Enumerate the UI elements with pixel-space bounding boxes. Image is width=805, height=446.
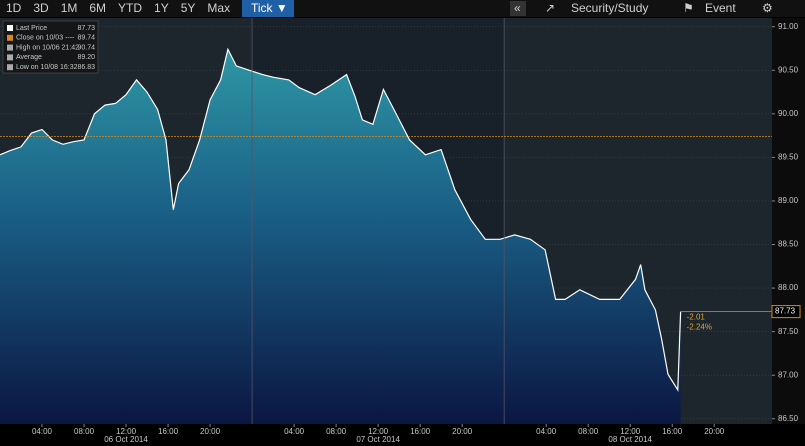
y-tick-label: 89.00	[778, 196, 799, 205]
legend-bg	[2, 20, 99, 74]
legend-name: Average	[16, 54, 42, 61]
period-button[interactable]: 5Y	[181, 1, 196, 15]
event[interactable]: Event	[705, 1, 736, 15]
settings[interactable]: ⚙	[762, 1, 773, 15]
legend-icon	[7, 34, 13, 41]
x-tick-label: 04:00	[32, 427, 53, 436]
last-box	[771, 305, 801, 319]
legend-icon	[7, 25, 13, 31]
axis-bg	[772, 18, 805, 424]
event-icon[interactable]: ⚑	[683, 1, 694, 15]
period-button[interactable]: Max	[207, 1, 230, 15]
study-icon[interactable]: ↗	[545, 1, 555, 15]
x-tick-label: 20:00	[704, 427, 725, 436]
last-label: 87.73	[775, 307, 796, 316]
legend-value: 89.74	[77, 35, 95, 42]
x-tick-label: 16:00	[410, 427, 431, 436]
x-tick-label: 08:00	[74, 427, 95, 436]
period-button[interactable]: 1Y	[154, 1, 169, 15]
legend-icon	[7, 64, 13, 71]
period-button[interactable]: 1D	[6, 1, 22, 15]
y-tick-label: 90.00	[778, 109, 799, 118]
legend-name: Low on 10/08 16:32	[16, 64, 78, 71]
collapse-button[interactable]	[510, 1, 526, 16]
y-tick-label: 88.50	[778, 240, 799, 249]
legend-value: 89.20	[77, 54, 95, 61]
legend-name: Close on 10/03 ----	[16, 35, 75, 42]
period-button[interactable]: 3D	[33, 1, 49, 15]
toolbar: Tick ▼ « ↗ Security/Study ⚑ Event ⚙ 1D 3D…	[0, 0, 805, 17]
price-area	[0, 49, 681, 425]
security-study[interactable]: Security/Study	[571, 1, 648, 15]
legend-name: Last Price	[16, 25, 47, 32]
legend-name: High on 10/06 21:42	[16, 44, 79, 51]
tick-mode[interactable]: Tick ▼	[251, 1, 288, 15]
date-label: 08 Oct 2014	[608, 435, 652, 444]
change-pct: -2.24%	[687, 323, 712, 332]
legend-icon	[7, 44, 13, 51]
y-tick-label: 91.00	[778, 22, 799, 31]
y-tick-label: 90.50	[778, 65, 799, 74]
x-tick-label: 20:00	[452, 427, 473, 436]
toolbar-bg	[0, 0, 805, 17]
period-button[interactable]: 6M	[89, 1, 106, 15]
x-tick-label: 04:00	[536, 427, 557, 436]
price-line	[0, 47, 682, 392]
y-tick-label: 86.50	[778, 414, 799, 423]
change: -2.01	[687, 313, 706, 322]
x-tick-label: 16:00	[158, 427, 179, 436]
date-label: 07 Oct 2014	[356, 435, 400, 444]
x-tick-label: 08:00	[326, 427, 347, 436]
x-tick-label: 04:00	[284, 427, 305, 436]
y-tick-label: 87.50	[778, 327, 799, 336]
y-tick-label: 87.00	[778, 370, 799, 379]
date-label: 06 Oct 2014	[104, 435, 148, 444]
y-tick-label: 88.00	[778, 283, 799, 292]
legend-icon	[7, 54, 13, 61]
legend-value: 86.83	[77, 64, 95, 71]
x-tick-label: 12:00	[620, 427, 641, 436]
legend-value: 87.73	[77, 25, 95, 32]
x-tick-label: 08:00	[578, 427, 599, 436]
period-button[interactable]: YTD	[118, 1, 142, 15]
tick-button[interactable]	[242, 0, 294, 17]
period-button[interactable]: 1M	[61, 1, 78, 15]
collapse-icon[interactable]: «	[514, 1, 521, 15]
x-tick-label: 16:00	[662, 427, 683, 436]
x-tick-label: 12:00	[368, 427, 389, 436]
x-tick-label: 20:00	[200, 427, 221, 436]
legend-value: 90.74	[77, 44, 95, 51]
y-tick-label: 89.50	[778, 153, 799, 162]
x-tick-label: 12:00	[116, 427, 137, 436]
